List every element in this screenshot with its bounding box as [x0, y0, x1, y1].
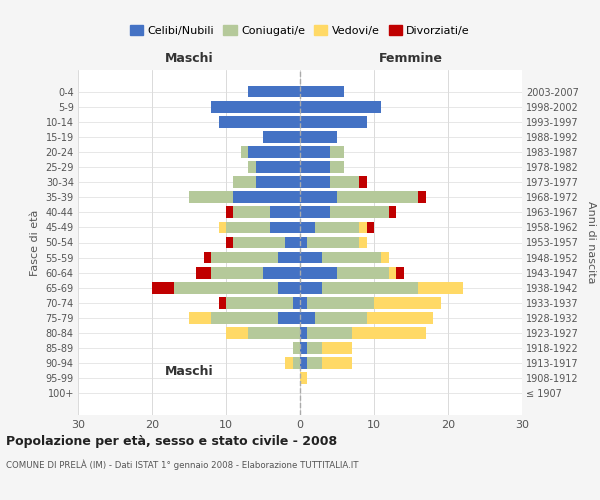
Bar: [300, 282, 322, 294]
Bar: [204, 252, 211, 264]
Bar: [300, 252, 322, 264]
Bar: [300, 267, 337, 278]
Bar: [293, 297, 300, 309]
Bar: [307, 342, 322, 354]
Bar: [248, 161, 256, 173]
Bar: [389, 267, 396, 278]
Bar: [359, 236, 367, 248]
Bar: [196, 267, 211, 278]
Text: Femmine: Femmine: [379, 52, 443, 65]
Bar: [374, 297, 440, 309]
Bar: [226, 297, 293, 309]
Bar: [307, 236, 359, 248]
Bar: [278, 312, 300, 324]
Bar: [307, 297, 374, 309]
Bar: [285, 358, 293, 369]
Bar: [285, 236, 300, 248]
Bar: [352, 327, 426, 339]
Bar: [211, 312, 278, 324]
Bar: [329, 161, 344, 173]
Bar: [322, 342, 352, 354]
Y-axis label: Anni di nascita: Anni di nascita: [586, 201, 596, 284]
Bar: [315, 312, 367, 324]
Bar: [307, 358, 322, 369]
Bar: [218, 222, 226, 234]
Bar: [329, 206, 389, 218]
Bar: [248, 327, 300, 339]
Bar: [300, 146, 329, 158]
Bar: [300, 358, 307, 369]
Bar: [307, 327, 352, 339]
Bar: [226, 206, 233, 218]
Bar: [300, 372, 307, 384]
Bar: [418, 282, 463, 294]
Bar: [300, 312, 315, 324]
Bar: [322, 358, 352, 369]
Text: Popolazione per età, sesso e stato civile - 2008: Popolazione per età, sesso e stato civil…: [6, 435, 337, 448]
Bar: [211, 252, 278, 264]
Bar: [271, 222, 300, 234]
Bar: [300, 297, 307, 309]
Bar: [329, 146, 344, 158]
Bar: [300, 116, 367, 128]
Bar: [389, 206, 396, 218]
Bar: [233, 192, 300, 203]
Bar: [256, 176, 300, 188]
Bar: [337, 192, 418, 203]
Bar: [189, 192, 233, 203]
Bar: [300, 222, 315, 234]
Bar: [300, 176, 329, 188]
Legend: Celibi/Nubili, Coniugati/e, Vedovi/e, Divorziati/e: Celibi/Nubili, Coniugati/e, Vedovi/e, Di…: [125, 21, 475, 40]
Bar: [367, 312, 433, 324]
Bar: [300, 101, 382, 112]
Bar: [359, 176, 367, 188]
Bar: [337, 267, 389, 278]
Bar: [174, 282, 278, 294]
Bar: [226, 236, 233, 248]
Bar: [293, 342, 300, 354]
Bar: [226, 222, 271, 234]
Bar: [359, 222, 367, 234]
Bar: [218, 297, 226, 309]
Bar: [152, 282, 174, 294]
Bar: [300, 342, 307, 354]
Bar: [248, 86, 300, 98]
Text: COMUNE DI PRELÀ (IM) - Dati ISTAT 1° gennaio 2008 - Elaborazione TUTTITALIA.IT: COMUNE DI PRELÀ (IM) - Dati ISTAT 1° gen…: [6, 460, 359, 470]
Bar: [300, 161, 329, 173]
Bar: [315, 222, 359, 234]
Bar: [233, 206, 271, 218]
Bar: [263, 267, 300, 278]
Bar: [382, 252, 389, 264]
Bar: [300, 327, 307, 339]
Bar: [263, 131, 300, 142]
Bar: [322, 282, 418, 294]
Bar: [278, 252, 300, 264]
Bar: [367, 222, 374, 234]
Bar: [322, 252, 382, 264]
Bar: [271, 206, 300, 218]
Bar: [248, 146, 300, 158]
Bar: [300, 192, 337, 203]
Bar: [211, 101, 300, 112]
Bar: [300, 86, 344, 98]
Bar: [300, 236, 307, 248]
Bar: [278, 282, 300, 294]
Bar: [256, 161, 300, 173]
Bar: [396, 267, 404, 278]
Bar: [233, 236, 285, 248]
Bar: [233, 176, 256, 188]
Bar: [211, 267, 263, 278]
Bar: [329, 176, 359, 188]
Bar: [189, 312, 211, 324]
Bar: [293, 358, 300, 369]
Bar: [226, 327, 248, 339]
Bar: [218, 116, 300, 128]
Text: Maschi: Maschi: [164, 52, 214, 65]
Bar: [418, 192, 426, 203]
Text: Maschi: Maschi: [164, 365, 214, 378]
Bar: [300, 206, 329, 218]
Y-axis label: Fasce di età: Fasce di età: [30, 210, 40, 276]
Bar: [241, 146, 248, 158]
Bar: [300, 131, 337, 142]
